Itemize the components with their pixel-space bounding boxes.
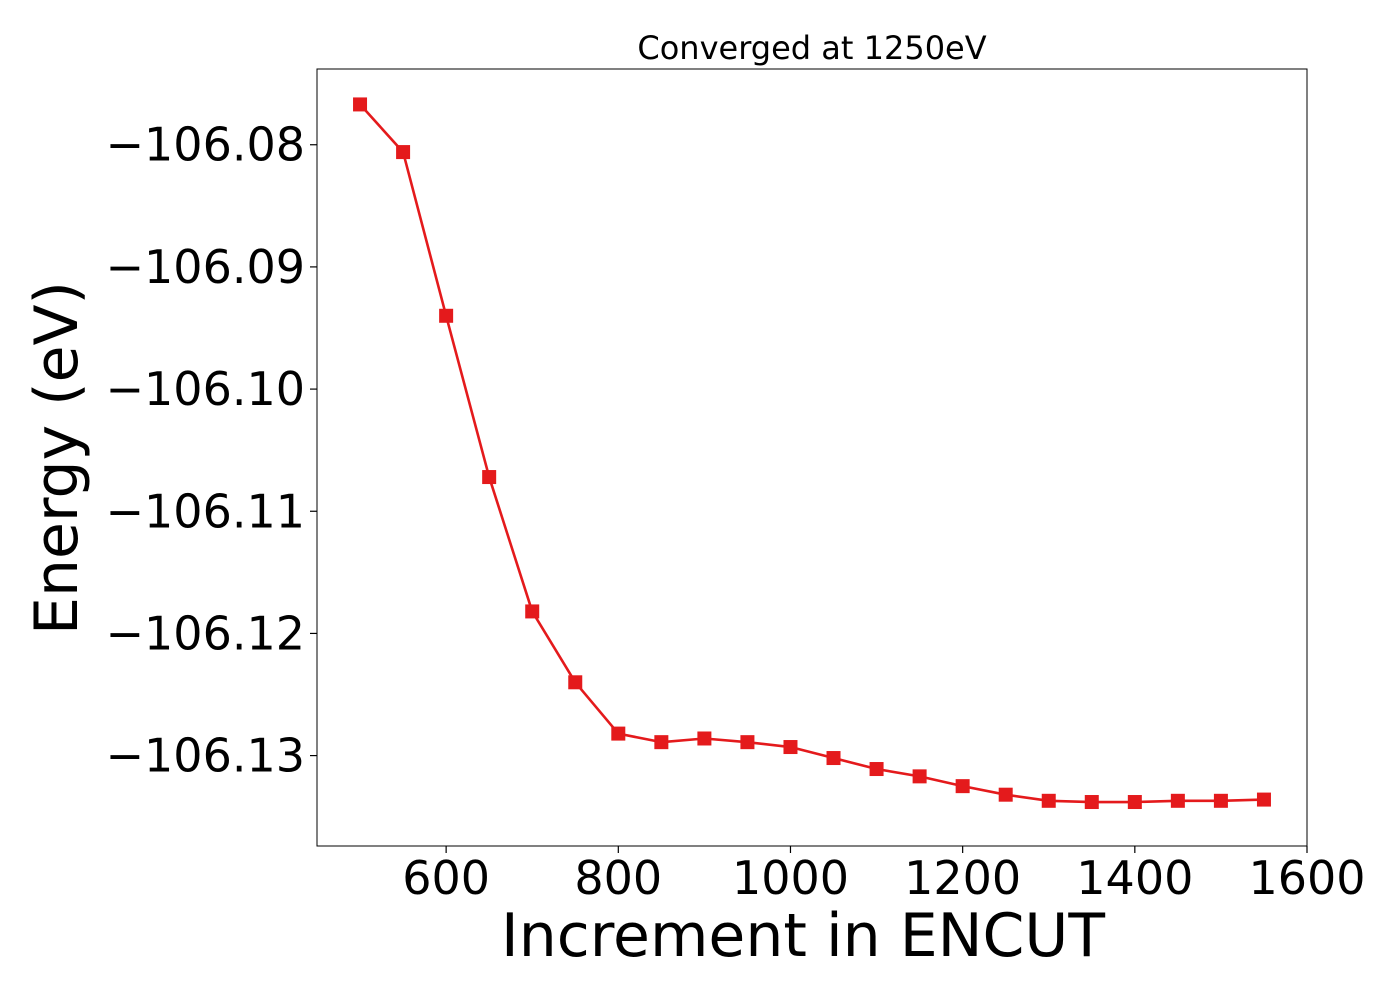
x-tick-label: 1200	[904, 851, 1021, 905]
data-point-marker	[697, 731, 712, 746]
data-point-marker	[654, 735, 669, 750]
data-point-marker	[1084, 795, 1099, 810]
y-axis: −106.08 −106.09 −106.10 −106.11 −106.12 −106.…	[106, 118, 317, 783]
x-tick-label: 1400	[1076, 851, 1193, 905]
data-point-marker	[482, 470, 497, 485]
data-point-marker	[955, 779, 970, 794]
series-layer	[353, 97, 1271, 810]
data-point-marker	[998, 787, 1013, 802]
x-axis: 600 800 1000 1200 1400 1600	[402, 846, 1366, 905]
y-tick-label: −106.11	[106, 484, 306, 538]
series-line	[359, 103, 1264, 804]
y-tick-label: −106.10	[106, 362, 306, 416]
data-point-marker	[826, 751, 841, 766]
data-point-marker	[525, 604, 540, 619]
data-point-marker	[353, 97, 368, 112]
x-tick-label: 600	[402, 851, 490, 905]
x-tick-label: 1600	[1248, 851, 1365, 905]
y-tick-label: −106.08	[106, 118, 306, 172]
data-point-marker	[912, 769, 927, 784]
data-point-marker	[1170, 793, 1185, 808]
y-tick-label: −106.09	[106, 240, 306, 294]
data-point-marker	[783, 740, 798, 755]
data-point-marker	[396, 145, 411, 160]
data-point-marker	[1041, 793, 1056, 808]
data-point-marker	[869, 762, 884, 777]
data-point-marker	[568, 675, 583, 690]
y-axis-label: Energy (eV)	[22, 281, 92, 635]
data-point-marker	[611, 726, 626, 741]
chart-title: Converged at 1250eV	[637, 29, 986, 67]
x-axis-label: Increment in ENCUT	[501, 901, 1105, 971]
data-point-marker	[1127, 795, 1142, 810]
data-point-marker	[439, 308, 454, 323]
plot-area-frame	[316, 68, 1308, 847]
x-tick-label: 1000	[732, 851, 849, 905]
y-tick-label: −106.12	[106, 606, 306, 660]
data-point-marker	[1256, 792, 1271, 807]
data-point-marker	[1213, 793, 1228, 808]
y-tick-label: −106.13	[106, 729, 306, 783]
data-point-marker	[740, 735, 755, 750]
x-tick-label: 800	[574, 851, 662, 905]
